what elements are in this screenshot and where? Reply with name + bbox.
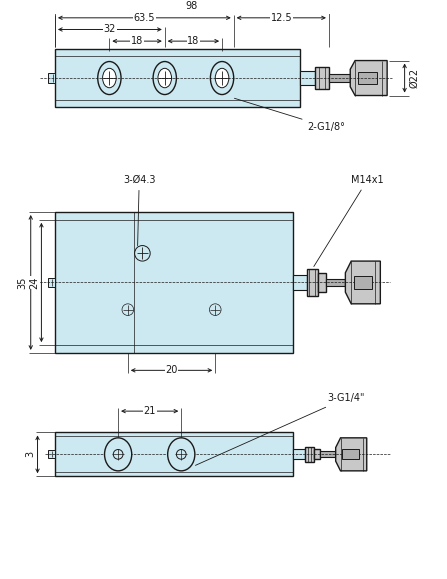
Text: 20: 20 [165, 365, 178, 375]
Ellipse shape [103, 68, 116, 88]
Ellipse shape [158, 68, 172, 88]
Ellipse shape [153, 61, 177, 94]
Polygon shape [346, 261, 380, 304]
Text: 18: 18 [187, 36, 199, 46]
Text: 98: 98 [186, 1, 198, 11]
Ellipse shape [168, 438, 195, 471]
Bar [307, 269, 318, 296]
Bar [48, 450, 55, 458]
Text: Ø22: Ø22 [409, 68, 419, 88]
Bar [329, 74, 350, 82]
Bar [320, 452, 336, 457]
Text: 12.5: 12.5 [270, 13, 292, 23]
Bar [48, 73, 55, 83]
Bar [326, 278, 346, 287]
Bar [300, 71, 315, 85]
Bar [293, 274, 307, 290]
Text: 3: 3 [26, 451, 36, 457]
Bar [318, 273, 326, 292]
Text: 35: 35 [17, 276, 27, 289]
Ellipse shape [211, 61, 234, 94]
Polygon shape [350, 61, 387, 96]
Text: 24: 24 [30, 276, 40, 289]
Ellipse shape [98, 61, 121, 94]
Text: M14x1: M14x1 [314, 175, 384, 266]
Bar [314, 449, 320, 459]
Text: 18: 18 [131, 36, 143, 46]
Bar [55, 49, 300, 107]
Bar [358, 72, 377, 84]
Text: 3-Ø4.3: 3-Ø4.3 [123, 175, 156, 245]
Bar [315, 67, 329, 89]
Text: 63.5: 63.5 [134, 13, 155, 23]
Text: 21: 21 [143, 406, 156, 416]
Text: 32: 32 [104, 24, 116, 35]
Bar [48, 277, 55, 287]
Bar [354, 276, 371, 290]
Ellipse shape [215, 68, 229, 88]
Bar [304, 446, 314, 462]
Bar [293, 449, 304, 459]
Bar [55, 212, 293, 353]
Bar [55, 433, 293, 476]
Text: 3-G1/4": 3-G1/4" [195, 393, 364, 466]
Bar [342, 449, 359, 459]
Ellipse shape [105, 438, 132, 471]
Polygon shape [336, 438, 367, 471]
Text: 2-G1/8°: 2-G1/8° [234, 98, 346, 132]
